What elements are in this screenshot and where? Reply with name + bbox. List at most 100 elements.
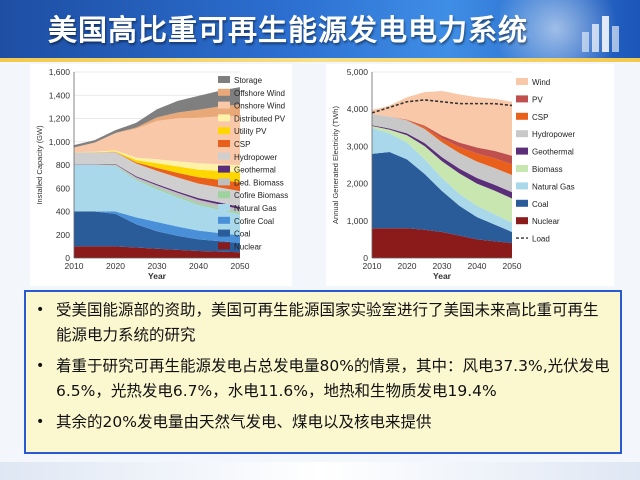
y-tick-label: 2,000 — [347, 179, 369, 189]
legend-label-geothermal: Geothermal — [532, 148, 574, 157]
area-utility-pv — [74, 151, 240, 183]
area-nuclear — [74, 246, 240, 258]
y-tick-label: 0 — [65, 253, 70, 263]
area-csp — [372, 114, 512, 176]
area-hydropower — [372, 114, 512, 193]
legend-label-nuclear: Nuclear — [234, 242, 262, 251]
area-wind — [372, 90, 512, 156]
capacity-chart-panel: 0 200 400 600 800 1,000 1,200 1,400 1,600 2010 202… — [30, 64, 292, 286]
legend-swatch-wind — [516, 78, 528, 85]
y-tick-label: 1,000 — [347, 216, 369, 226]
x-axis-label: Year — [148, 271, 167, 281]
area-distributed-pv — [74, 150, 240, 173]
legend-swatch-coal — [218, 229, 230, 237]
area-storage — [74, 87, 240, 148]
x-axis-label: Year — [433, 271, 452, 281]
y-tick-label: 800 — [56, 160, 70, 170]
legend-swatch-csp — [516, 112, 528, 120]
notes-box: • 受美国能源部的资助，美国可再生能源国家实验室进行了美国未来高比重可再生能源电… — [24, 290, 622, 454]
legend-swatch-biomass — [516, 165, 528, 172]
legend-swatch-onshore-wind — [218, 101, 230, 109]
legend-label-utility-pv: Utility PV — [234, 127, 267, 136]
x-tick-label: 2040 — [468, 261, 487, 271]
legend-swatch-hydropower — [218, 152, 230, 160]
legend-label-storage: Storage — [234, 76, 263, 85]
legend-label-natural-gas: Natural Gas — [532, 182, 575, 191]
legend-swatch-natural-gas — [218, 204, 230, 211]
x-tick-label: 2030 — [148, 261, 167, 271]
y-axis-label: Annual Generated Electricity (TWh) — [331, 106, 340, 224]
y-tick-label: 1,400 — [49, 90, 71, 100]
capacity-chart: 0 200 400 600 800 1,000 1,200 1,400 1,600 2010 202… — [35, 67, 288, 281]
y-tick-label: 400 — [56, 207, 70, 217]
legend-label-geothermal: Geothermal — [234, 166, 276, 175]
header-divider — [0, 58, 640, 62]
page-title: 美国高比重可再生能源发电电力系统 — [48, 13, 529, 47]
x-tick-label: 2040 — [189, 261, 208, 271]
area-coal — [372, 151, 512, 244]
legend-label-pv: PV — [532, 95, 543, 104]
area-coal — [74, 211, 240, 253]
bar-logo-icon — [582, 16, 619, 52]
legend-swatch-coal — [516, 199, 528, 207]
legend-label-natural-gas: Natural Gas — [234, 204, 277, 213]
area-pv — [372, 114, 512, 165]
note-text: 受美国能源部的资助，美国可再生能源国家实验室进行了美国未来高比重可再生能源电力系… — [56, 301, 599, 344]
area-onshore-wind — [74, 116, 240, 165]
x-tick-label: 2020 — [398, 261, 417, 271]
note-text: 着重于研究可再生能源发电占总发电量80%的情景，其中：风电37.3%,光伏发电6… — [56, 357, 610, 400]
x-tick-label: 2010 — [65, 261, 84, 271]
legend-swatch-ded-biomass — [218, 178, 230, 186]
legend-label-offshore-wind: Offshore Wind — [234, 89, 285, 98]
legend-label-hydropower: Hydropower — [532, 130, 575, 139]
legend-swatch-geothermal — [516, 147, 528, 155]
note-text: 其余的20%发电量由天然气发电、煤电以及核电来提供 — [56, 413, 432, 431]
legend-swatch-hydropower — [516, 130, 528, 138]
legend-label-cofire-coal: Cofire Coal — [234, 217, 274, 226]
note-item: • 其余的20%发电量由天然气发电、煤电以及核电来提供 — [36, 410, 610, 435]
legend-label-csp: CSP — [234, 140, 250, 149]
legend-label-coal: Coal — [532, 200, 549, 209]
bullet-icon: • — [36, 358, 45, 374]
y-tick-label: 5,000 — [347, 67, 369, 77]
x-tick-label: 2050 — [503, 261, 522, 271]
y-tick-label: 1,000 — [49, 137, 71, 147]
legend-swatch-cofire-coal — [218, 216, 230, 224]
legend-swatch-csp — [218, 140, 230, 147]
x-tick-label: 2010 — [363, 261, 382, 271]
note-item: • 着重于研究可再生能源发电占总发电量80%的情景，其中：风电37.3%,光伏发… — [36, 354, 610, 404]
legend-swatch-distributed-pv — [218, 114, 230, 122]
y-tick-label: 200 — [56, 230, 70, 240]
legend-label-onshore-wind: Onshore Wind — [234, 102, 285, 111]
bullet-icon: • — [36, 414, 45, 430]
legend-label-ded-biomass: Ded. Biomass — [234, 178, 284, 187]
y-tick-label: 1,200 — [49, 114, 71, 124]
x-tick-label: 2050 — [231, 261, 250, 271]
y-axis-label: Installed Capacity (GW) — [35, 125, 44, 205]
y-tick-label: 0 — [363, 253, 368, 263]
legend-label-cofire-biomass: Cofire Biomass — [234, 191, 288, 200]
y-tick-label: 1,600 — [49, 67, 71, 77]
legend-swatch-geothermal — [218, 165, 230, 173]
line-load — [371, 99, 513, 114]
area-natural-gas — [372, 127, 512, 232]
generation-chart-panel: 0 1,000 2,000 3,000 4,000 5,000 2010 2020 2030 20… — [326, 64, 614, 286]
y-tick-label: 3,000 — [347, 141, 369, 151]
legend-swatch-nuclear — [218, 242, 230, 250]
legend-label-nuclear: Nuclear — [532, 217, 560, 226]
legend-swatch-nuclear — [516, 217, 528, 225]
generation-chart: 0 1,000 2,000 3,000 4,000 5,000 2010 2020 2030 20… — [331, 67, 575, 281]
area-hydropower — [74, 152, 240, 207]
y-tick-label: 4,000 — [347, 104, 369, 114]
y-tick-label: 600 — [56, 183, 70, 193]
legend-swatch-pv — [516, 95, 528, 103]
legend-label-load: Load — [532, 235, 550, 244]
legend-label-csp: CSP — [532, 113, 548, 122]
legend-label-distributed-pv: Distributed PV — [234, 114, 286, 123]
footer-stripe — [0, 462, 640, 480]
legend-swatch-utility-pv — [218, 127, 230, 135]
area-geothermal — [372, 125, 512, 199]
legend-label-wind: Wind — [532, 78, 550, 87]
legend-label-hydropower: Hydropower — [234, 153, 277, 162]
legend-swatch-cofire-biomass — [218, 191, 230, 199]
